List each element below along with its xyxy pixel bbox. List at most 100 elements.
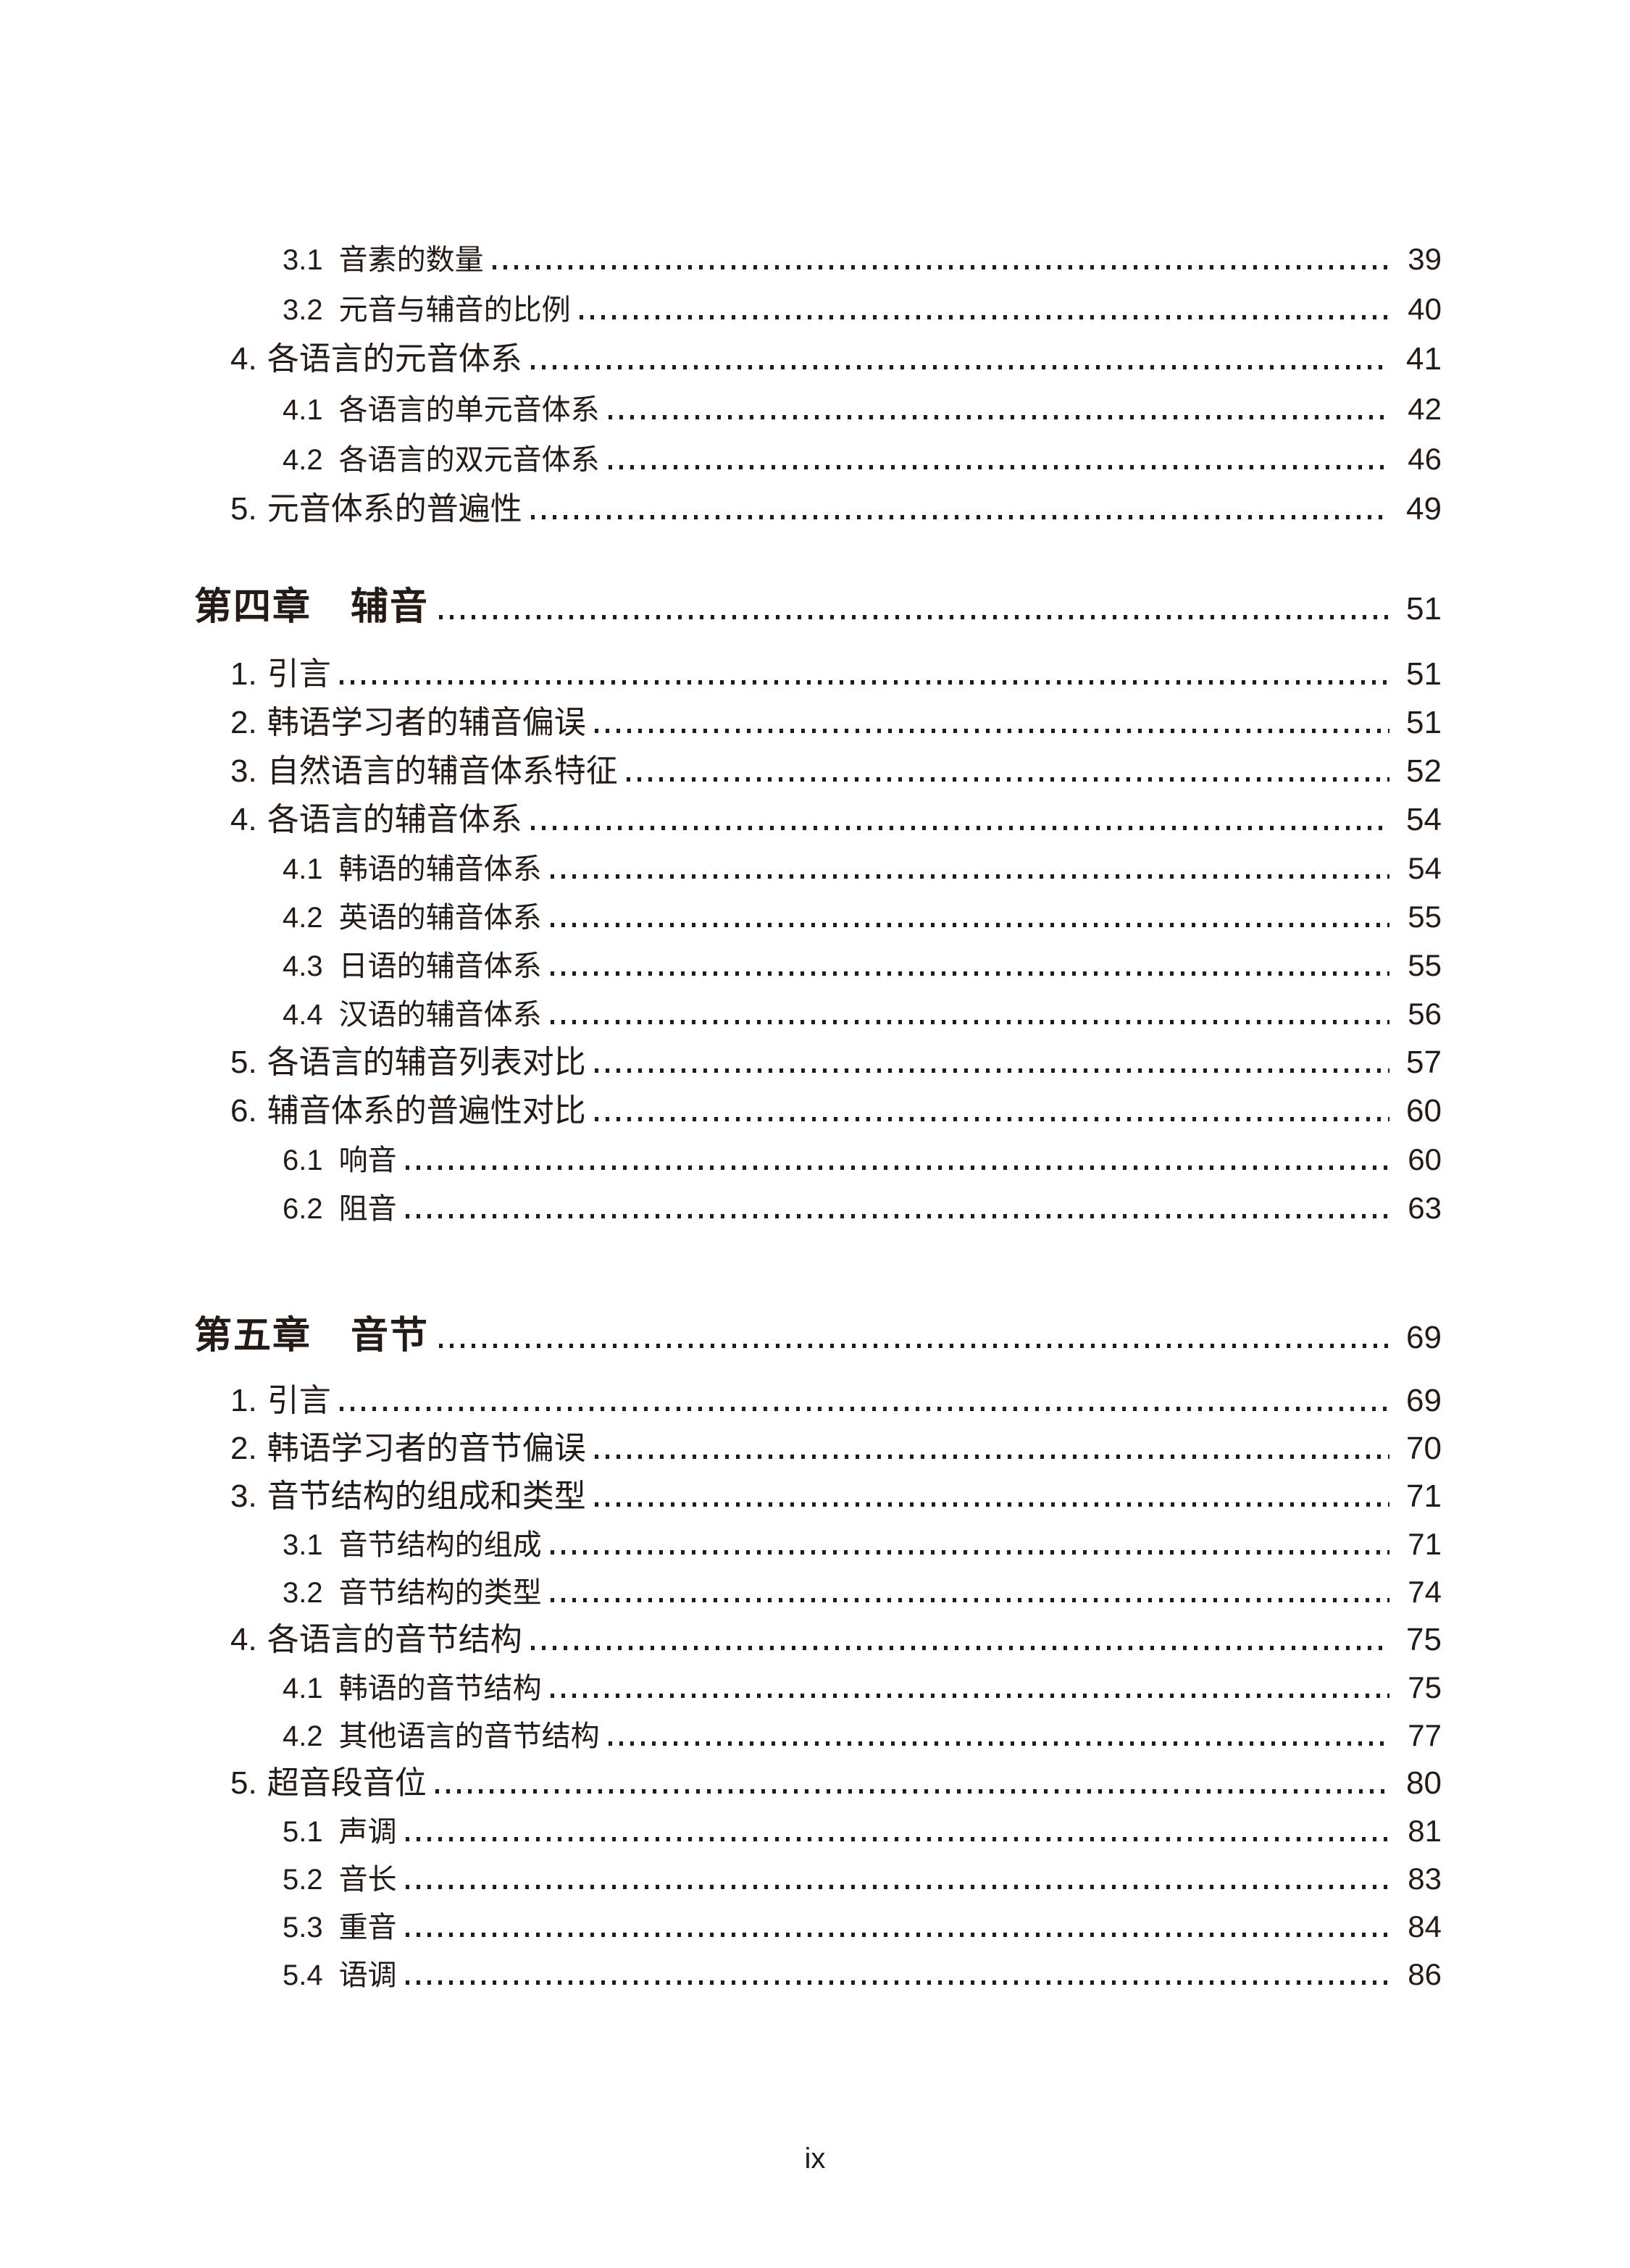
entry-page-number: 84	[1408, 1909, 1442, 1943]
entry-number: 5.2	[283, 1864, 323, 1896]
dot-leader	[594, 1117, 1389, 1121]
toc-entry: 4.2 其他语言的音节结构 77	[194, 1712, 1442, 1759]
dot-leader	[550, 971, 1389, 976]
entry-page-number: 60	[1406, 1093, 1442, 1129]
dot-leader	[439, 1344, 1389, 1348]
toc-entry: 4. 各语言的辅音体系 54	[194, 795, 1442, 844]
entry-number: 4.1	[283, 1673, 323, 1704]
toc-entry: 6.1 响音 60	[194, 1135, 1442, 1184]
entry-page-number: 75	[1406, 1622, 1442, 1657]
toc-entry: 5.1 声调 81	[194, 1807, 1442, 1855]
entry-page-number: 81	[1408, 1814, 1442, 1848]
page-footer: ix	[0, 2143, 1630, 2175]
entry-number: 6.1	[283, 1145, 323, 1176]
entry-page-number: 80	[1406, 1765, 1442, 1801]
entry-number: 3.	[230, 753, 257, 789]
toc-entry: 4.3 日语的辅音体系 55	[194, 941, 1442, 989]
toc-entry: 1. 引言 69	[194, 1377, 1442, 1425]
entry-title: 辅音体系的普遍性对比	[267, 1093, 586, 1129]
entry-title: 其他语言的音节结构	[338, 1720, 600, 1752]
footer-page-number: ix	[804, 2143, 826, 2175]
entry-page-number: 75	[1408, 1670, 1442, 1704]
entry-title: 阻音	[338, 1193, 397, 1225]
entry-title: 音长	[338, 1864, 397, 1896]
entry-title: 各语言的元音体系	[267, 341, 522, 377]
dot-leader	[339, 1407, 1389, 1411]
chapter-page-number: 51	[1406, 591, 1442, 627]
toc-section: 3.1 音素的数量 39 3.2 元音与辅音的比例 40 4. 各语言的元音体系 41 4.1 各语…	[194, 234, 1442, 534]
toc-entry-list: 1. 引言 51 2. 韩语学习者的辅音偏误 51 3. 自然语言的辅音体系特征 52 4. 各语言…	[194, 650, 1442, 1232]
entry-page-number: 55	[1408, 900, 1442, 934]
dot-leader	[579, 315, 1389, 319]
entry-title: 韩语的音节结构	[338, 1673, 542, 1704]
toc-entry: 4. 各语言的音节结构 75	[194, 1616, 1442, 1664]
entry-page-number: 77	[1408, 1718, 1442, 1752]
dot-leader	[550, 1598, 1389, 1602]
entry-number: 3.	[230, 1478, 257, 1514]
dot-leader	[608, 465, 1389, 469]
entry-title: 韩语学习者的辅音偏误	[267, 705, 586, 740]
dot-leader	[492, 265, 1389, 269]
dot-leader	[550, 923, 1389, 927]
toc-entry: 3.2 音节结构的类型 74	[194, 1568, 1442, 1616]
toc-entry: 3.1 音节结构的组成 71	[194, 1520, 1442, 1568]
toc-entry: 3. 自然语言的辅音体系特征 52	[194, 747, 1442, 795]
toc-chapter-row: 第五章 音节 69	[194, 1306, 1442, 1367]
entry-title: 各语言的辅音体系	[267, 802, 522, 837]
dot-leader	[405, 1980, 1389, 1985]
toc-entry: 2. 韩语学习者的辅音偏误 51	[194, 698, 1442, 747]
entry-number: 5.	[230, 1765, 257, 1801]
entry-number: 3.2	[283, 294, 323, 326]
dot-leader	[405, 1933, 1389, 1937]
dot-leader	[405, 1837, 1389, 1841]
dot-leader	[405, 1214, 1389, 1218]
entry-page-number: 54	[1406, 802, 1442, 837]
entry-number: 6.	[230, 1093, 257, 1129]
entry-number: 5.	[230, 1045, 257, 1080]
entry-title: 语调	[338, 1959, 397, 1991]
entry-number: 4.3	[283, 950, 323, 982]
entry-title: 各语言的辅音列表对比	[267, 1045, 586, 1080]
entry-title: 韩语学习者的音节偏误	[267, 1431, 586, 1466]
entry-number: 4.1	[283, 853, 323, 885]
entry-title: 超音段音位	[267, 1765, 427, 1801]
entry-page-number: 52	[1406, 753, 1442, 789]
entry-title: 音节结构的组成	[338, 1529, 542, 1561]
entry-number: 4.2	[283, 444, 323, 476]
dot-leader	[435, 1789, 1389, 1794]
dot-leader	[594, 1502, 1389, 1507]
entry-title: 引言	[267, 656, 331, 692]
entry-number: 4.	[230, 341, 257, 377]
entry-page-number: 74	[1408, 1575, 1442, 1609]
entry-page-number: 49	[1406, 491, 1442, 527]
dot-leader	[530, 515, 1389, 519]
entry-title: 音素的数量	[338, 244, 484, 276]
dot-leader	[530, 1646, 1389, 1650]
entry-page-number: 40	[1408, 292, 1442, 326]
entry-page-number: 86	[1408, 1957, 1442, 1991]
entry-page-number: 41	[1406, 341, 1442, 377]
entry-number: 5.1	[283, 1816, 323, 1848]
entry-page-number: 55	[1408, 948, 1442, 982]
dot-leader	[550, 1550, 1389, 1554]
entry-number: 4.1	[283, 394, 323, 426]
entry-number: 1.	[230, 656, 257, 692]
entry-number: 4.2	[283, 902, 323, 934]
entry-title: 元音体系的普遍性	[267, 491, 522, 527]
chapter-title: 音节	[351, 1315, 430, 1357]
dot-leader	[550, 874, 1389, 879]
entry-title: 响音	[338, 1145, 397, 1176]
dot-leader	[550, 1020, 1389, 1024]
chapter-title: 辅音	[351, 587, 430, 628]
toc-entry: 3.1 音素的数量 39	[194, 234, 1442, 284]
toc-entry: 2. 韩语学习者的音节偏误 70	[194, 1425, 1442, 1473]
entry-number: 1.	[230, 1383, 257, 1418]
toc-entry-list: 3.1 音素的数量 39 3.2 元音与辅音的比例 40 4. 各语言的元音体系 41 4.1 各语…	[194, 234, 1442, 534]
chapter-number: 第四章	[194, 587, 312, 628]
toc-chapter-row: 第四章 辅音 51	[194, 577, 1442, 638]
entry-title: 音节结构的类型	[338, 1577, 542, 1609]
toc-entry-list: 1. 引言 69 2. 韩语学习者的音节偏误 70 3. 音节结构的组成和类型 71 3.1 音节结…	[194, 1377, 1442, 1999]
dot-leader	[530, 365, 1389, 369]
toc-entry: 4.2 英语的辅音体系 55	[194, 892, 1442, 941]
entry-title: 自然语言的辅音体系特征	[267, 753, 618, 789]
